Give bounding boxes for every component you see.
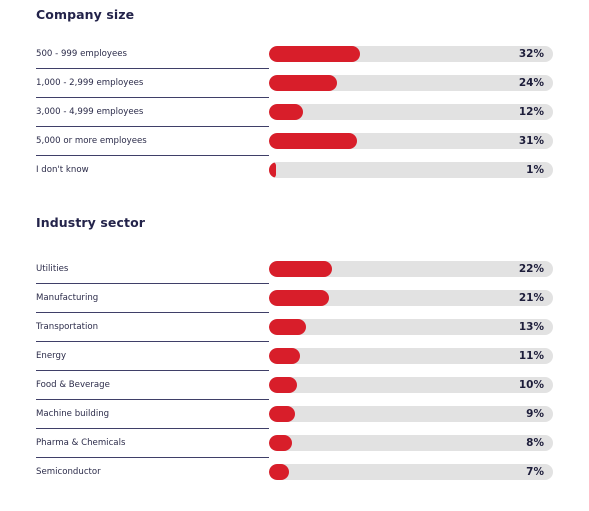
- value-label: 10%: [518, 379, 544, 391]
- category-label: Food & Beverage: [36, 380, 110, 390]
- bar-track: 1%: [269, 162, 553, 178]
- bar-track: 12%: [269, 104, 553, 120]
- category-label: 5,000 or more employees: [36, 136, 147, 146]
- bar: [269, 104, 304, 120]
- category-label: Energy: [36, 351, 67, 361]
- bar-row: I don't know 1%: [36, 156, 553, 185]
- bar-row: 1,000 - 2,999 employees 24%: [36, 69, 553, 98]
- bar-row: Transportation 13%: [36, 313, 553, 342]
- bar-track: 11%: [269, 348, 553, 364]
- bar-row: 3,000 - 4,999 employees 12%: [36, 98, 553, 127]
- bar: [269, 319, 306, 335]
- value-label: 31%: [518, 135, 544, 147]
- category-label: 1,000 - 2,999 employees: [36, 78, 144, 88]
- bar-row: Semiconductor 7%: [36, 458, 553, 487]
- value-label: 32%: [518, 48, 544, 60]
- bar-track: 24%: [269, 75, 553, 91]
- row-divider: [36, 370, 269, 371]
- bar: [269, 377, 298, 393]
- row-divider: [36, 283, 269, 284]
- row-divider: [36, 68, 269, 69]
- value-label: 11%: [518, 350, 544, 362]
- bar-track: 7%: [269, 464, 553, 480]
- row-divider: [36, 399, 269, 400]
- company-size-title: Company size: [36, 7, 135, 22]
- bar: [269, 162, 276, 178]
- bar: [269, 261, 332, 277]
- bar-track: 21%: [269, 290, 553, 306]
- category-label: Utilities: [36, 264, 69, 274]
- value-label: 7%: [526, 466, 544, 478]
- row-divider: [36, 97, 269, 98]
- bar-row: Manufacturing 21%: [36, 284, 553, 313]
- value-label: 1%: [526, 164, 544, 176]
- bar-track: 8%: [269, 435, 553, 451]
- category-label: Manufacturing: [36, 293, 99, 303]
- bar: [269, 133, 357, 149]
- bar: [269, 348, 301, 364]
- bar-row: Utilities 22%: [36, 255, 553, 284]
- bar: [269, 464, 289, 480]
- row-divider: [36, 457, 269, 458]
- category-label: Semiconductor: [36, 467, 101, 477]
- bar-row: Food & Beverage 10%: [36, 371, 553, 400]
- value-label: 24%: [518, 77, 544, 89]
- row-divider: [36, 341, 269, 342]
- bar-row: Pharma & Chemicals 8%: [36, 429, 553, 458]
- bar-track: 10%: [269, 377, 553, 393]
- value-label: 8%: [526, 437, 544, 449]
- value-label: 13%: [518, 321, 544, 333]
- value-label: 21%: [518, 292, 544, 304]
- bar: [269, 435, 292, 451]
- row-divider: [36, 428, 269, 429]
- bar-row: Machine building 9%: [36, 400, 553, 429]
- bar-track: 22%: [269, 261, 553, 277]
- bar-row: 5,000 or more employees 31%: [36, 127, 553, 156]
- row-divider: [36, 126, 269, 127]
- bar: [269, 290, 329, 306]
- bar-track: 32%: [269, 46, 553, 62]
- bar-track: 31%: [269, 133, 553, 149]
- bar: [269, 75, 338, 91]
- value-label: 12%: [518, 106, 544, 118]
- category-label: 3,000 - 4,999 employees: [36, 107, 144, 117]
- bar-row: 500 - 999 employees 32%: [36, 40, 553, 69]
- category-label: Machine building: [36, 409, 110, 419]
- bar-row: Energy 11%: [36, 342, 553, 371]
- category-label: Transportation: [36, 322, 99, 332]
- category-label: Pharma & Chemicals: [36, 438, 126, 448]
- bar-track: 13%: [269, 319, 553, 335]
- bar: [269, 406, 295, 422]
- value-label: 22%: [518, 263, 544, 275]
- industry-sector-title: Industry sector: [36, 215, 146, 230]
- bar: [269, 46, 360, 62]
- bar-track: 9%: [269, 406, 553, 422]
- category-label: 500 - 999 employees: [36, 49, 127, 59]
- row-divider: [36, 312, 269, 313]
- row-divider: [36, 155, 269, 156]
- category-label: I don't know: [36, 165, 89, 175]
- value-label: 9%: [526, 408, 544, 420]
